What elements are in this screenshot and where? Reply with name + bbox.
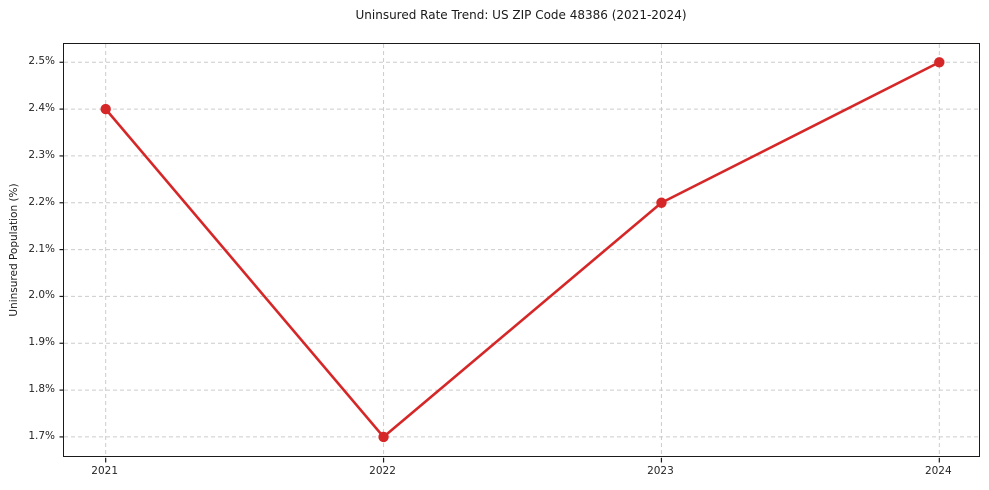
chart-title: Uninsured Rate Trend: US ZIP Code 48386 …: [355, 8, 687, 22]
y-tick-label: 2.4%: [28, 102, 55, 115]
y-tick-label: 2.2%: [28, 195, 55, 208]
y-tick-label: 1.9%: [28, 336, 55, 349]
x-tick-label: 2021: [91, 465, 119, 477]
plot-area: [59, 43, 981, 463]
line-chart-svg: [59, 44, 981, 463]
y-tick-label: 2.0%: [28, 289, 55, 302]
x-tick-label: 2022: [369, 465, 396, 477]
data-point: [934, 57, 945, 68]
x-tick-label: 2023: [647, 465, 674, 477]
data-point: [100, 103, 111, 115]
y-tick-label: 2.1%: [28, 242, 55, 255]
y-tick-label: 1.7%: [28, 429, 55, 442]
y-tick-label: 2.5%: [28, 55, 55, 68]
data-point: [378, 431, 389, 443]
data-point: [656, 197, 667, 208]
y-axis-label: Uninsured Population (%): [8, 183, 20, 317]
x-tick-label: 2024: [924, 465, 952, 477]
y-tick-label: 1.8%: [28, 383, 55, 396]
data-line: [104, 60, 941, 439]
y-tick-label: 2.3%: [28, 148, 55, 161]
